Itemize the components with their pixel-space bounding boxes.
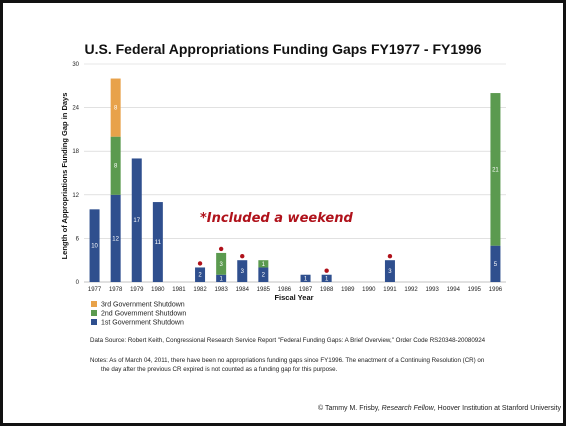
bar-segment <box>237 260 248 282</box>
bar-value-label: 21 <box>492 167 499 173</box>
legend-label: 3rd Government Shutdown <box>101 302 185 309</box>
x-tick-label: 1984 <box>236 287 250 293</box>
bar-segment <box>110 194 121 282</box>
weekend-marker <box>218 246 224 252</box>
x-tick-label: 1977 <box>88 287 102 293</box>
bar-segment <box>195 267 206 282</box>
bar-segment <box>110 78 121 137</box>
legend-label: 1st Government Shutdown <box>101 320 184 327</box>
bar-value-label: 10 <box>91 244 98 250</box>
credit-suffix: , Hoover Institution at Stanford Univers… <box>433 405 561 412</box>
y-axis-label: Length of Appropriations Funding Gap in … <box>60 93 69 260</box>
x-tick-label: 1979 <box>130 287 144 293</box>
bar-value-label: 2 <box>198 273 202 279</box>
bar-segment <box>258 260 269 268</box>
data-source-note: Data Source: Robert Keith, Congressional… <box>90 337 486 344</box>
credit-title: Research Fellow <box>381 405 434 412</box>
weekend-marker <box>324 268 329 273</box>
y-tick-label: 24 <box>72 106 79 112</box>
legend-label: 2nd Government Shutdown <box>101 311 186 318</box>
bar-segment <box>490 245 501 282</box>
x-tick-labels: 1977 1978 1979 1980 1981 1982 1983 1984 1985 1986… <box>88 287 503 293</box>
x-tick-label: 1982 <box>193 287 207 293</box>
bar-segment <box>216 274 227 282</box>
bar-segment <box>321 274 332 282</box>
gridlines <box>84 63 506 283</box>
x-tick-label: 1989 <box>341 287 355 293</box>
x-tick-label: 1993 <box>425 287 439 293</box>
x-tick-label: 1991 <box>383 287 397 293</box>
y-tick-label: 6 <box>76 236 80 242</box>
x-tick-label: 1988 <box>320 287 334 293</box>
x-tick-label: 1996 <box>489 287 503 293</box>
bar-value-label: 3 <box>388 269 392 275</box>
chart-title: U.S. Federal Appropriations Funding Gaps… <box>84 41 481 57</box>
bar-value-label: 1 <box>262 262 266 268</box>
bar-segment <box>384 260 395 282</box>
weekend-annotation: *Included a weekend <box>200 211 353 226</box>
bar-value-label: 3 <box>241 269 245 275</box>
bar-value-label: 2 <box>262 273 266 279</box>
bar-value-label: 11 <box>155 240 162 246</box>
x-tick-label: 1994 <box>447 287 461 293</box>
x-tick-label: 1990 <box>362 287 376 293</box>
weekend-marker <box>240 254 245 259</box>
x-axis-label: Fiscal Year <box>274 293 313 302</box>
bar-value-label: 12 <box>112 236 119 242</box>
notes-line-1: Notes: As of March 04, 2011, there have … <box>90 357 485 364</box>
bar-segment <box>258 267 269 282</box>
bar-value-label: 3 <box>219 262 223 268</box>
notes-line-2: the day after the previous CR expired is… <box>101 366 338 373</box>
x-tick-label: 1978 <box>109 287 123 293</box>
x-tick-label: 1983 <box>214 287 228 293</box>
x-tick-label: 1987 <box>299 287 313 293</box>
bar-value-label: 8 <box>114 106 118 112</box>
bar-segment <box>300 274 311 282</box>
bar-segment <box>131 158 142 282</box>
bar-value-label: 5 <box>494 262 498 268</box>
bar-value-label: 8 <box>114 164 118 170</box>
x-tick-label: 1985 <box>257 287 271 293</box>
bar-segment <box>152 202 163 282</box>
bar-segment <box>216 252 227 275</box>
x-tick-label: 1981 <box>172 287 186 293</box>
legend-swatch <box>91 319 97 325</box>
y-tick-label: 18 <box>72 149 79 155</box>
y-tick-label: 30 <box>72 62 79 68</box>
credit-prefix: © Tammy M. Frisby, <box>318 405 382 412</box>
bar-value-label: 1 <box>219 276 223 282</box>
bar-value-label: 1 <box>325 276 329 282</box>
x-tick-label: 1992 <box>404 287 418 293</box>
y-tick-labels: 0 6 12 18 24 30 <box>72 62 79 286</box>
bar-value-label: 17 <box>133 218 140 224</box>
x-tick-label: 1995 <box>468 287 482 293</box>
credit: © Tammy M. Frisby, Research Fellow, Hoov… <box>318 405 561 412</box>
bar-value-label: 1 <box>304 276 308 282</box>
bar-segment <box>110 136 121 195</box>
legend-swatch <box>91 310 97 316</box>
bars <box>89 78 501 282</box>
bar-segment <box>89 209 100 282</box>
y-tick-label: 12 <box>72 193 79 199</box>
x-tick-label: 1986 <box>278 287 292 293</box>
y-tick-label: 0 <box>76 280 80 286</box>
weekend-marker <box>197 261 203 266</box>
weekend-markers <box>197 246 393 273</box>
x-tick-label: 1980 <box>151 287 165 293</box>
bar-segment <box>490 93 501 246</box>
weekend-marker <box>387 254 393 259</box>
legend: 3rd Government Shutdown 2nd Government Sh… <box>91 301 186 327</box>
legend-swatch <box>91 301 97 307</box>
